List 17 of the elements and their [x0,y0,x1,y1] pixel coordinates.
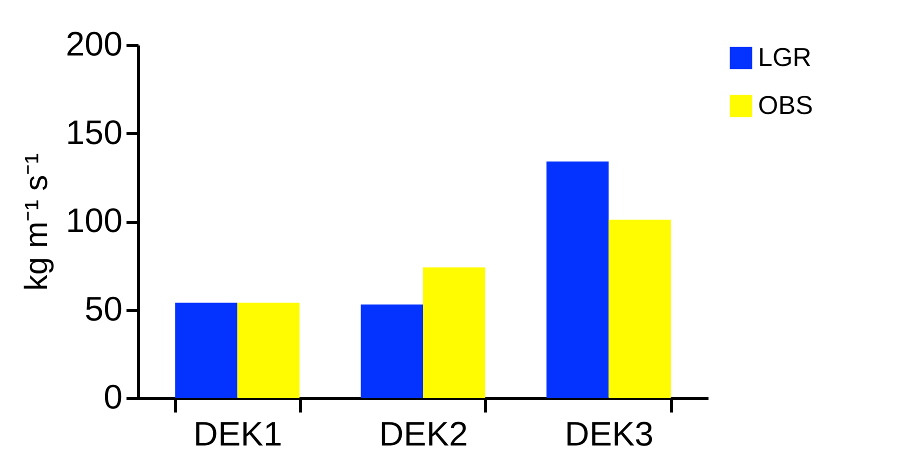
y-tick-label: 0 [104,378,122,416]
bar [546,161,609,398]
bar [175,302,238,398]
y-tick-label: 100 [66,202,122,240]
legend-label: OBS [758,90,813,120]
bar [608,220,671,398]
y-tick-label: 50 [84,290,122,328]
x-tick-label: DEK2 [379,416,468,454]
bar [237,302,300,398]
y-tick-label: 200 [66,26,122,64]
y-axis-title: kg m⁻¹ s⁻¹ [18,153,54,291]
legend-label: LGR [758,42,812,72]
bar [360,304,423,398]
x-tick-label: DEK1 [193,416,282,454]
y-tick-label: 150 [66,114,122,152]
bar [423,267,486,398]
x-tick-label: DEK3 [564,416,654,454]
